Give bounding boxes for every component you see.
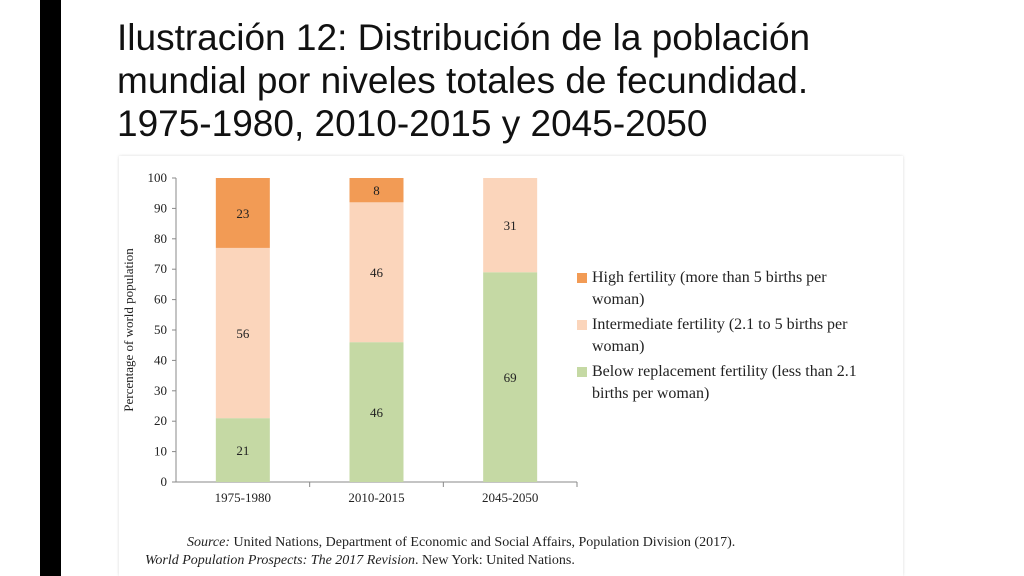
bar-segment — [349, 202, 404, 343]
y-tick-label: 20 — [154, 413, 167, 428]
legend-label-intermediate-2: woman) — [592, 338, 645, 355]
legend-item-intermediate: Intermediate fertility (2.1 to 5 births … — [577, 314, 903, 358]
left-accent-bar — [40, 0, 61, 576]
bar-segment — [215, 178, 270, 248]
legend-label-below-1: Below replacement fertility (less than 2… — [592, 363, 857, 380]
bar-segment — [349, 342, 404, 482]
legend-item-high: High fertility (more than 5 births per w… — [577, 267, 903, 311]
bar-segment — [483, 178, 538, 273]
source-label: Source: — [187, 535, 231, 550]
legend-label-intermediate-1: Intermediate fertility (2.1 to 5 births … — [592, 316, 848, 333]
data-label: 23 — [236, 206, 249, 221]
y-tick-label: 50 — [154, 322, 167, 337]
legend-label-high-2: woman) — [592, 291, 645, 308]
bar-segment — [215, 418, 270, 482]
source-line-1: Source: United Nations, Department of Ec… — [145, 534, 885, 552]
title-line-1: Ilustración 12: Distribución de la pobla… — [117, 17, 811, 58]
data-label: 56 — [236, 326, 250, 341]
y-tick-label: 10 — [154, 444, 167, 459]
title-line-2: mundial por niveles totales de fecundida… — [117, 60, 809, 101]
y-axis-title: Percentage of world population — [121, 248, 136, 412]
y-tick-label: 60 — [154, 292, 167, 307]
source-text-1: United Nations, Department of Economic a… — [230, 535, 736, 550]
x-tick-label: 2045-2050 — [482, 490, 538, 505]
data-label: 21 — [236, 443, 249, 458]
source-line-2: World Population Prospects: The 2017 Rev… — [145, 552, 885, 570]
data-label: 46 — [370, 265, 384, 280]
source-text-2: . New York: United Nations. — [415, 553, 575, 568]
data-label: 69 — [504, 370, 517, 385]
y-tick-label: 30 — [154, 383, 167, 398]
x-tick-label: 2010-2015 — [348, 490, 404, 505]
source-note: Source: United Nations, Department of Ec… — [145, 534, 885, 570]
bar-segment — [215, 247, 270, 419]
data-label: 8 — [373, 183, 380, 198]
stacked-bar-chart: 0 10 20 30 40 50 60 70 80 90 100 Percentage of worl… — [121, 170, 578, 505]
legend-swatch-intermediate — [577, 320, 587, 330]
bar-segment — [483, 272, 538, 482]
y-tick-label: 100 — [148, 170, 168, 185]
y-tick-label: 40 — [154, 352, 167, 367]
figure-panel: 0 10 20 30 40 50 60 70 80 90 100 Percentage of worl… — [119, 156, 903, 576]
legend-swatch-high — [577, 273, 587, 283]
legend-item-below: Below replacement fertility (less than 2… — [577, 361, 903, 405]
data-label: 46 — [370, 405, 384, 420]
x-tick-label: 1975-1980 — [215, 490, 271, 505]
legend-swatch-below — [577, 367, 587, 377]
title-line-3: 1975-1980, 2010-2015 y 2045-2050 — [117, 103, 708, 144]
data-label: 31 — [504, 218, 517, 233]
y-tick-label: 70 — [154, 261, 167, 276]
chart-legend: High fertility (more than 5 births per w… — [577, 267, 903, 408]
source-publication: World Population Prospects: The 2017 Rev… — [145, 553, 415, 568]
legend-label-high-1: High fertility (more than 5 births per — [592, 269, 827, 286]
slide-title: Ilustración 12: Distribución de la pobla… — [117, 16, 997, 145]
y-tick-label: 90 — [154, 200, 167, 215]
bar-segment — [349, 178, 404, 203]
y-tick-label: 0 — [161, 474, 168, 489]
y-tick-label: 80 — [154, 231, 167, 246]
legend-label-below-2: births per woman) — [592, 385, 710, 402]
